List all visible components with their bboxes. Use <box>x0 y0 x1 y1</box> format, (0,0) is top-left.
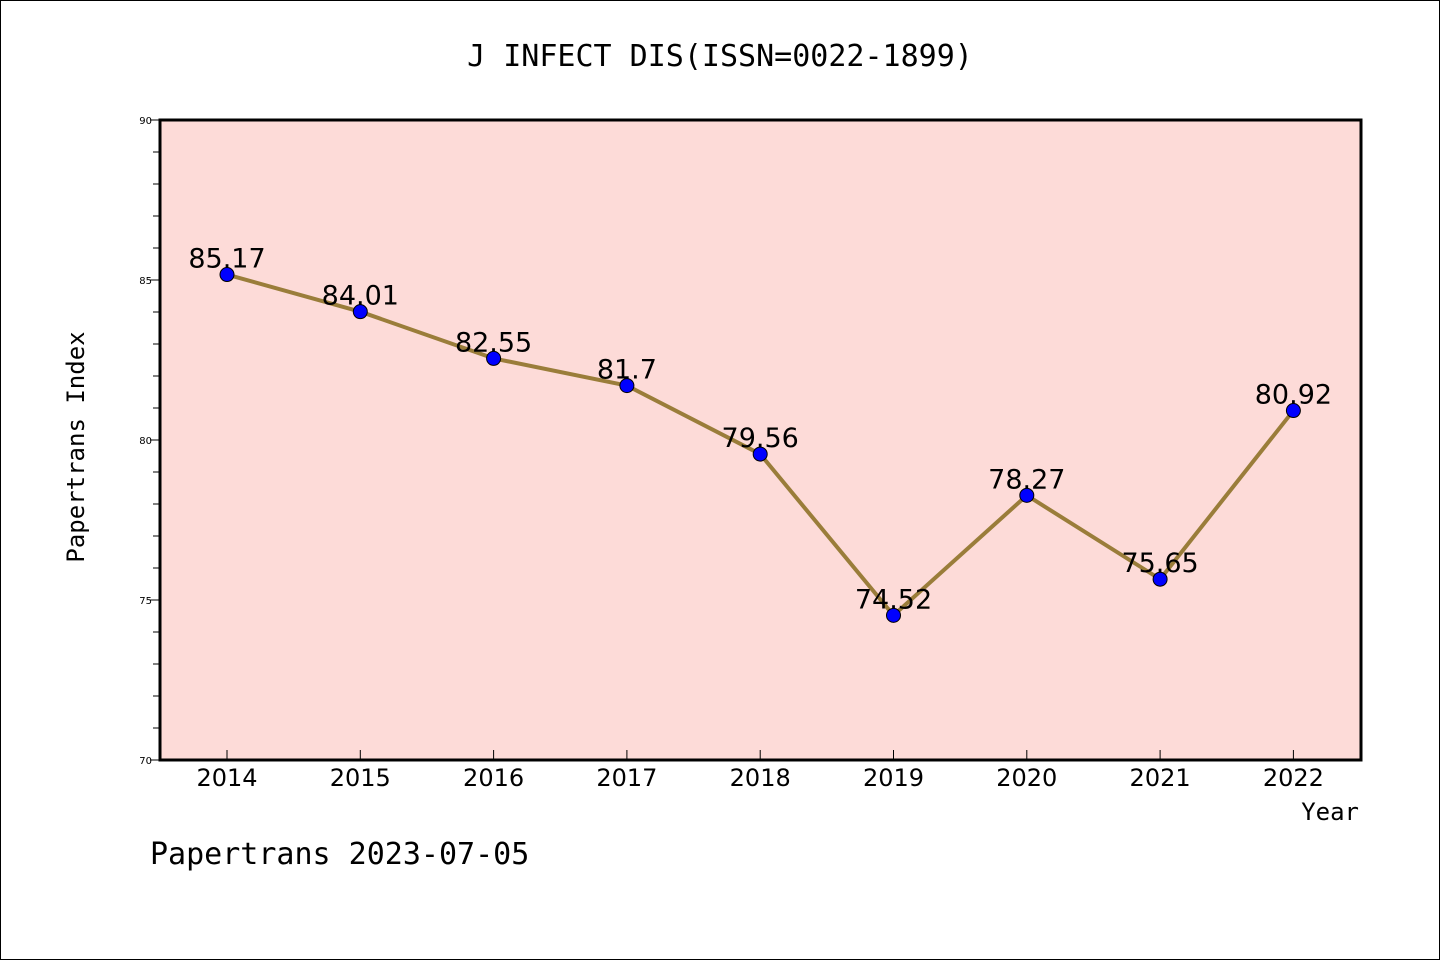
y-tick-label: 85 <box>139 276 152 287</box>
data-point <box>352 304 368 320</box>
data-point <box>619 378 635 394</box>
x-tick-label: 2020 <box>996 764 1057 792</box>
data-label: 80.92 <box>1255 380 1332 411</box>
data-point <box>1019 487 1035 503</box>
x-tick-label: 2019 <box>863 764 924 792</box>
data-label: 81.7 <box>597 355 657 386</box>
data-label: 75.65 <box>1121 548 1198 579</box>
data-label: 79.56 <box>722 423 799 454</box>
y-axis: 70 75 80 85 90 <box>139 116 160 767</box>
data-point <box>219 267 235 283</box>
x-tick-label: 2014 <box>196 764 257 792</box>
x-tick-label: 2018 <box>730 764 791 792</box>
data-label: 74.52 <box>855 584 932 615</box>
series-line-group: 85.17 84.01 82.55 81.7 79.56 74.52 78.27 75.65 8… <box>188 244 1332 623</box>
x-tick-label: 2022 <box>1263 764 1324 792</box>
x-tick-label: 2021 <box>1130 764 1191 792</box>
data-label: 85.17 <box>188 244 265 275</box>
x-tick-label: 2016 <box>463 764 524 792</box>
y-tick-label: 70 <box>139 756 152 767</box>
data-point <box>1152 571 1168 587</box>
x-axis-label: Year <box>1301 798 1359 826</box>
data-label: 84.01 <box>322 281 399 312</box>
y-tick-label: 75 <box>139 596 152 607</box>
plot-area <box>158 118 1363 762</box>
x-tick-label: 2015 <box>330 764 391 792</box>
data-point <box>1285 403 1301 419</box>
chart-title: J INFECT DIS(ISSN=0022-1899) <box>467 39 973 74</box>
x-axis: 2014 2015 2016 2017 2018 2019 2020 2021 2022 <box>196 750 1324 792</box>
footer-note: Papertrans 2023-07-05 <box>150 837 529 872</box>
y-tick-label: 80 <box>139 436 152 447</box>
y-axis-label: Papertrans Index <box>62 331 90 562</box>
data-label: 82.55 <box>455 327 532 358</box>
x-tick-label: 2017 <box>596 764 657 792</box>
data-label: 78.27 <box>988 464 1065 495</box>
data-point <box>752 446 768 462</box>
data-point <box>886 607 901 623</box>
data-point <box>486 350 502 366</box>
y-tick-label: 90 <box>139 116 152 127</box>
